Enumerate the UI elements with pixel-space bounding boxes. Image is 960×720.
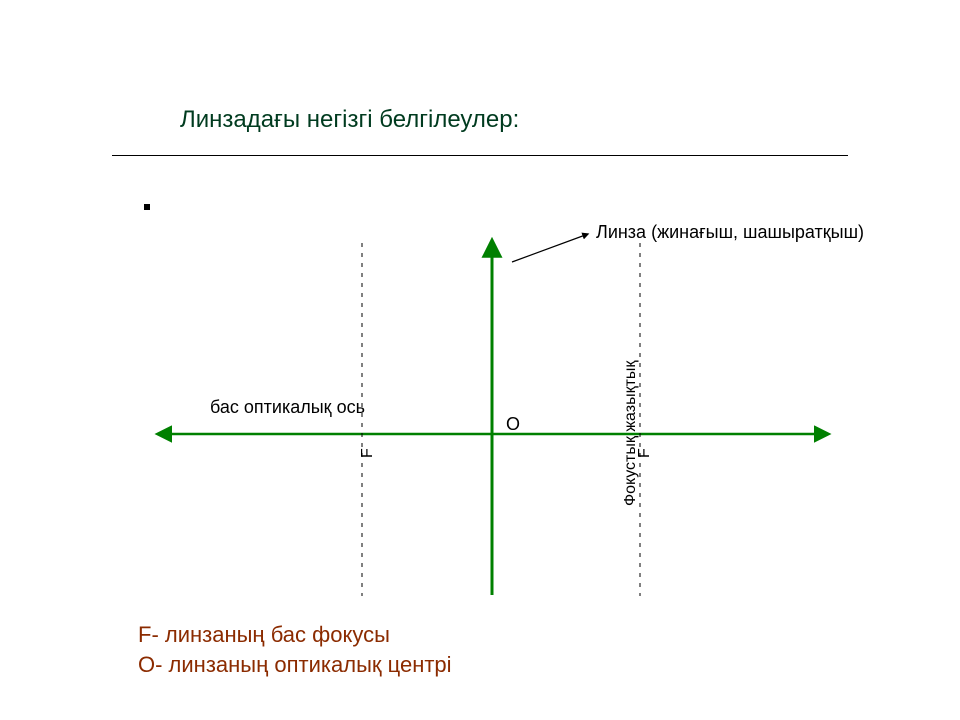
optical-axis-label: бас оптикалық ось [210, 397, 365, 418]
optics-diagram [0, 0, 960, 720]
lens-pointer-arrow [512, 234, 588, 262]
legend-block: F- линзаның бас фокусы О- линзаның оптик… [138, 620, 452, 679]
origin-label: О [506, 414, 520, 435]
lens-type-label: Линза (жинағыш, шашыратқыш) [596, 222, 864, 243]
focal-plane-label: Фокустық жазықтық [622, 361, 640, 506]
legend-line-center: О- линзаның оптикалық центрі [138, 650, 452, 680]
legend-line-focus: F- линзаның бас фокусы [138, 620, 452, 650]
focus-left-label: F [359, 448, 377, 458]
